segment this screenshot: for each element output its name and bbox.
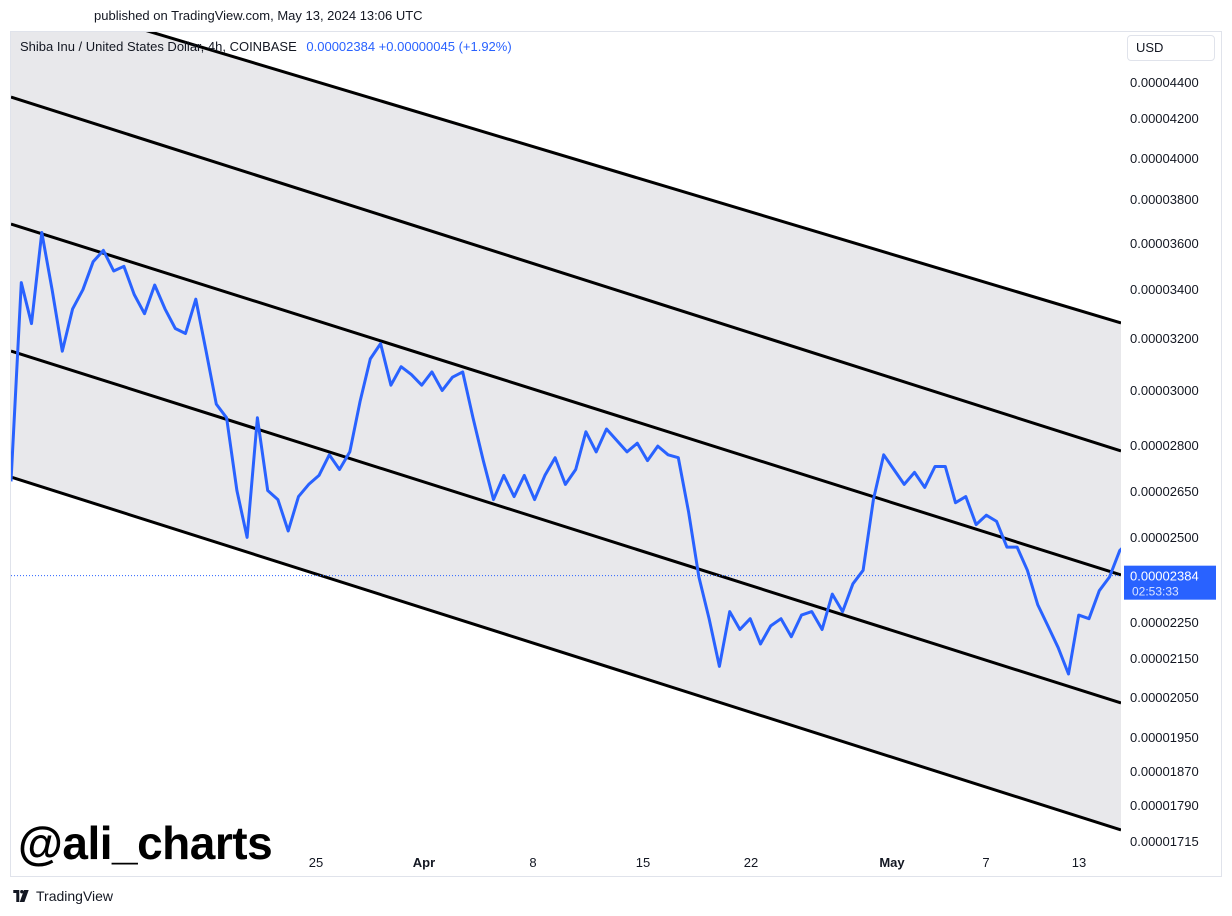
published-note: published on TradingView.com, May 13, 20… — [94, 8, 423, 23]
y-tick-label: 0.00003200 — [1130, 331, 1199, 346]
x-tick-label: 7 — [982, 855, 989, 870]
y-tick-label: 0.00001950 — [1130, 730, 1199, 745]
channel-mid-line — [11, 349, 1121, 705]
y-tick-label: 0.00002500 — [1130, 530, 1199, 545]
price-series-line — [11, 231, 1121, 676]
y-tick-label: 0.00001715 — [1130, 834, 1199, 849]
price-change: 0.00002384 +0.00000045 (+1.92%) — [306, 39, 512, 54]
y-tick-label: 0.00002800 — [1130, 438, 1199, 453]
y-tick-label: 0.00004400 — [1130, 75, 1199, 90]
channel-upper-line — [145, 32, 1121, 325]
y-tick-label: 0.00003600 — [1130, 236, 1199, 251]
x-tick-label: 13 — [1072, 855, 1086, 870]
y-tick-label: 0.00003800 — [1130, 192, 1199, 207]
y-tick-label: 0.00001790 — [1130, 798, 1199, 813]
brand-label: TradingView — [36, 888, 114, 904]
x-tick-label: Apr — [413, 855, 435, 870]
author-watermark: @ali_charts — [18, 817, 273, 869]
y-tick-label: 0.00003400 — [1130, 282, 1199, 297]
symbol-legend: Shiba Inu / United States Dollar, 4h, CO… — [20, 39, 512, 54]
channel-lower-line — [11, 475, 1121, 832]
y-tick-label: 0.00002150 — [1130, 651, 1199, 666]
symbol-name[interactable]: Shiba Inu / United States Dollar, 4h, CO… — [20, 39, 297, 54]
channel-band — [11, 32, 1121, 830]
y-tick-label: 0.00002250 — [1130, 615, 1199, 630]
y-tick-label: 0.00001870 — [1130, 764, 1199, 779]
x-tick-label: May — [879, 855, 905, 870]
y-tick-label: 0.00003000 — [1130, 383, 1199, 398]
y-tick-label: 0.00004200 — [1130, 111, 1199, 126]
y-tick-label: 0.00002650 — [1130, 484, 1199, 499]
chart-frame — [10, 31, 1222, 877]
x-tick-label: 25 — [309, 855, 323, 870]
x-tick-label: 22 — [744, 855, 758, 870]
tradingview-logo-icon — [13, 890, 29, 902]
x-tick-label: 8 — [529, 855, 536, 870]
x-tick-label: 15 — [636, 855, 650, 870]
channel-line-2 — [11, 95, 1121, 453]
bar-countdown: 02:53:33 — [1132, 585, 1179, 599]
tradingview-brand[interactable]: TradingView — [12, 888, 113, 904]
y-tick-label: 0.00004000 — [1130, 151, 1199, 166]
currency-button[interactable]: USD — [1127, 35, 1215, 61]
last-price-value: 0.00002384 — [1130, 569, 1199, 584]
last-price-label — [1124, 565, 1216, 600]
y-tick-label: 0.00002050 — [1130, 690, 1199, 705]
channel-line-3 — [11, 222, 1121, 577]
